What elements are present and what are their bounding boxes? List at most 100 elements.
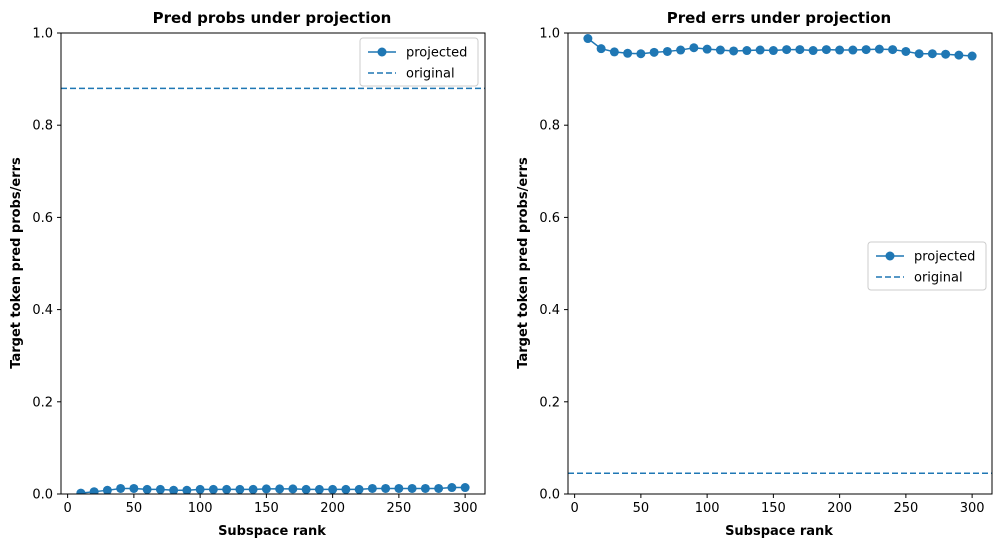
data-point — [967, 51, 977, 61]
y-axis-label: Target token pred probs/errs — [9, 157, 24, 369]
data-point — [328, 484, 338, 494]
data-layer — [568, 34, 992, 475]
legend-label: projected — [914, 250, 975, 265]
data-point — [768, 46, 778, 56]
x-tick-label: 300 — [960, 501, 985, 516]
chart-title: Pred errs under projection — [667, 9, 891, 27]
chart-title: Pred probs under projection — [153, 9, 392, 27]
legend-marker — [377, 47, 387, 57]
legend-label: original — [406, 67, 455, 82]
y-tick-label: 0.2 — [32, 395, 53, 410]
x-tick-label: 150 — [254, 501, 279, 516]
data-point — [288, 484, 298, 494]
data-point — [609, 47, 619, 57]
data-point — [89, 487, 99, 494]
data-point — [742, 46, 752, 56]
data-point — [888, 45, 898, 55]
data-point — [729, 46, 739, 56]
data-point — [129, 483, 139, 493]
data-point — [689, 43, 699, 53]
x-tick-label: 250 — [386, 501, 411, 516]
y-tick-label: 0.8 — [539, 119, 560, 134]
data-point — [901, 46, 911, 56]
axes-frame — [567, 32, 993, 495]
data-point — [861, 45, 871, 55]
y-tick-label: 1.0 — [32, 27, 53, 42]
axes-frame — [60, 32, 486, 495]
data-point — [142, 484, 152, 494]
legend-label: projected — [406, 46, 467, 61]
x-tick-label: 300 — [453, 501, 478, 516]
data-point — [394, 483, 404, 493]
x-tick-label: 150 — [761, 501, 786, 516]
data-point — [420, 483, 430, 493]
legend-label: original — [914, 271, 963, 286]
data-point — [434, 483, 444, 493]
x-tick-label: 0 — [63, 501, 71, 516]
x-axis-label: Subspace rank — [725, 524, 833, 539]
data-point — [116, 483, 126, 493]
data-point — [649, 47, 659, 57]
x-tick-label: 200 — [827, 501, 852, 516]
data-point — [914, 49, 924, 59]
data-point — [407, 483, 417, 493]
data-point — [208, 484, 218, 494]
y-tick-label: 0.0 — [32, 488, 53, 503]
legend: projected original — [359, 37, 479, 87]
data-layer — [61, 87, 485, 494]
data-point — [702, 44, 712, 54]
legend-box — [359, 37, 479, 87]
data-point — [275, 484, 285, 494]
data-point — [102, 485, 112, 494]
data-point — [676, 45, 686, 55]
x-tick-label: 50 — [633, 501, 650, 516]
data-point — [782, 45, 792, 55]
data-point — [367, 483, 377, 493]
data-point — [447, 483, 457, 493]
y-tick-label: 0.8 — [32, 119, 53, 134]
data-point — [169, 485, 179, 494]
data-point — [248, 484, 258, 494]
data-point — [874, 44, 884, 54]
data-point — [755, 45, 765, 55]
data-point — [235, 484, 245, 494]
x-tick-label: 200 — [320, 501, 345, 516]
chart-panel-errs: Pred errs under projection 0 50 100 150 200 2… — [516, 9, 993, 539]
data-point — [301, 484, 311, 494]
data-point — [341, 484, 351, 494]
data-point — [835, 45, 845, 55]
data-point — [848, 45, 858, 55]
y-tick-label: 0.6 — [32, 211, 53, 226]
data-point — [636, 49, 646, 59]
data-point — [182, 485, 192, 494]
data-point — [155, 484, 165, 494]
chart-panel-probs: Pred probs under projection 0 50 100 150 200… — [9, 9, 486, 539]
legend: projected original — [867, 241, 987, 291]
x-tick-label: 100 — [188, 501, 213, 516]
data-point — [715, 45, 725, 55]
x-tick-label: 250 — [893, 501, 918, 516]
y-tick-label: 0.4 — [32, 303, 53, 318]
data-point — [354, 484, 364, 494]
data-point — [596, 44, 606, 54]
y-tick-label: 0.4 — [539, 303, 560, 318]
y-tick-label: 1.0 — [539, 27, 560, 42]
data-point — [261, 484, 271, 494]
y-tick-label: 0.2 — [539, 395, 560, 410]
data-point — [381, 483, 391, 493]
data-point — [222, 484, 232, 494]
data-point — [927, 49, 937, 59]
data-point — [460, 483, 470, 493]
data-point — [662, 46, 672, 56]
data-point — [195, 484, 205, 494]
y-tick-label: 0.6 — [539, 211, 560, 226]
x-tick-label: 100 — [695, 501, 720, 516]
x-tick-label: 0 — [570, 501, 578, 516]
plot-area: 0 50 100 150 200 250 300 0.0 0.2 0.4 0.6 0.8 1.0 proj… — [32, 27, 486, 516]
legend-marker — [885, 251, 895, 261]
data-point — [821, 45, 831, 55]
data-point — [795, 45, 805, 55]
y-tick-label: 0.0 — [539, 488, 560, 503]
